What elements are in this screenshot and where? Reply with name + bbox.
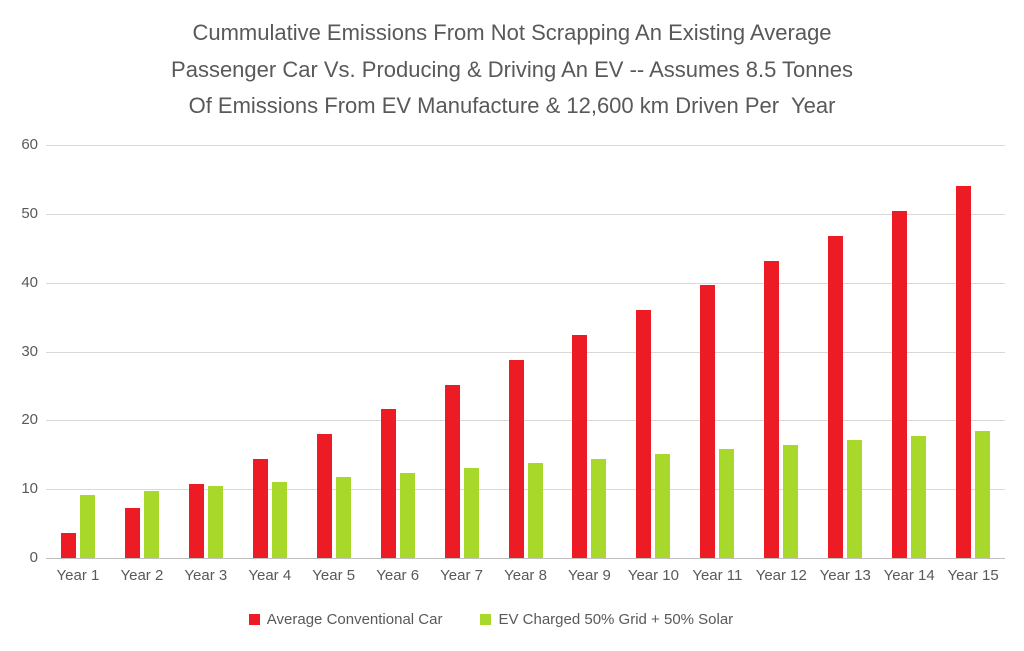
- y-tick-label-30: 30: [21, 342, 38, 360]
- bar-ev-charged-50-grid-50-solar: [79, 494, 95, 558]
- x-axis-label-year-6: Year 6: [376, 567, 420, 584]
- legend-item-conventional-car: Average Conventional Car: [248, 611, 443, 628]
- bars-region: [46, 145, 1005, 558]
- bar-group-year-5: [302, 145, 366, 558]
- bar-group-year-14: [877, 145, 941, 558]
- x-axis-label-year-7: Year 7: [440, 567, 483, 584]
- bar-average-conventional-car: [572, 334, 588, 558]
- x-axis-label-year-4: Year 4: [248, 567, 292, 584]
- bar-average-conventional-car: [444, 384, 460, 558]
- bar-average-conventional-car: [508, 359, 524, 558]
- title-line-1: Cummulative Emissions From Not Scrapping…: [192, 20, 832, 45]
- bar-ev-charged-50-grid-50-solar: [719, 449, 735, 558]
- bar-group-year-4: [238, 145, 302, 558]
- x-axis-label-year-3: Year 3: [184, 567, 228, 584]
- title-line-3: Of Emissions From EV Manufacture & 12,60…: [188, 93, 836, 118]
- x-axis-labels: Year 1 Year 2 Year 3 Year 4 Year 5 Year 6 Year…: [46, 567, 1005, 584]
- bar-group-year-13: [813, 145, 877, 558]
- gridline-30: [46, 351, 1005, 353]
- gridline-10: [46, 489, 1005, 491]
- x-axis-label-year-9: Year 9: [568, 567, 611, 584]
- bar-ev-charged-50-grid-50-solar: [335, 476, 351, 558]
- x-axis-label-year-5: Year 5: [312, 567, 356, 584]
- title-line-2: Passenger Car Vs. Producing & Driving An…: [171, 56, 853, 82]
- bar-ev-charged-50-grid-50-solar: [143, 490, 159, 558]
- bar-group-year-9: [558, 145, 622, 558]
- bar-average-conventional-car: [828, 235, 844, 558]
- bar-group-year-8: [494, 145, 558, 558]
- gridline-20: [46, 420, 1005, 422]
- y-tick-label-20: 20: [21, 411, 38, 429]
- bar-average-conventional-car: [700, 285, 716, 558]
- gridline-40: [46, 282, 1005, 284]
- bar-group-year-1: [46, 145, 110, 558]
- y-tick-label-0: 0: [29, 549, 38, 566]
- bar-group-year-15: [941, 145, 1005, 558]
- bar-group-year-10: [621, 145, 685, 558]
- x-axis-label-year-1: Year 1: [56, 567, 100, 584]
- legend-label-conventional-car: Average Conventional Car: [266, 611, 443, 628]
- bar-ev-charged-50-grid-50-solar: [527, 463, 543, 558]
- bar-group-year-6: [366, 145, 430, 558]
- gridline-50: [46, 213, 1005, 215]
- bar-ev-charged-50-grid-50-solar: [911, 436, 927, 558]
- x-axis-label-year-14: Year 14: [883, 567, 935, 584]
- bar-ev-charged-50-grid-50-solar: [463, 467, 479, 558]
- y-tick-label-40: 40: [21, 273, 38, 291]
- x-axis-label-year-8: Year 8: [504, 567, 547, 584]
- bar-group-year-12: [749, 145, 813, 558]
- bar-group-year-2: [110, 145, 174, 558]
- bar-ev-charged-50-grid-50-solar: [207, 485, 223, 558]
- bar-ev-charged-50-grid-50-solar: [847, 440, 863, 558]
- x-axis-label-year-12: Year 12: [755, 567, 807, 584]
- y-tick-label-10: 10: [21, 480, 38, 498]
- bar-average-conventional-car: [764, 260, 780, 558]
- y-tick-label-50: 50: [21, 204, 38, 222]
- bar-average-conventional-car: [316, 434, 332, 558]
- bar-ev-charged-50-grid-50-solar: [271, 481, 287, 558]
- x-axis-label-year-2: Year 2: [120, 567, 164, 584]
- bar-ev-charged-50-grid-50-solar: [975, 431, 991, 558]
- bar-average-conventional-car: [124, 508, 140, 558]
- x-axis-label-year-15: Year 15: [947, 567, 999, 584]
- bar-ev-charged-50-grid-50-solar: [783, 445, 799, 558]
- bar-average-conventional-car: [252, 458, 268, 558]
- bar-average-conventional-car: [380, 409, 396, 558]
- x-axis-label-year-10: Year 10: [627, 567, 679, 584]
- y-tick-label-60: 60: [21, 136, 38, 153]
- bar-ev-charged-50-grid-50-solar: [399, 472, 415, 558]
- bar-group-year-11: [685, 145, 749, 558]
- bar-average-conventional-car: [636, 310, 652, 558]
- x-axis-line: [46, 558, 1005, 559]
- bar-average-conventional-car: [60, 533, 76, 558]
- gridline-60: [46, 145, 1005, 146]
- chart-title: Cummulative Emissions From Not Scrapping…: [0, 15, 1024, 125]
- bar-ev-charged-50-grid-50-solar: [591, 458, 607, 558]
- legend-swatch-ev-icon: [480, 614, 492, 625]
- bar-group-year-3: [174, 145, 238, 558]
- legend-label-ev: EV Charged 50% Grid + 50% Solar: [498, 611, 734, 628]
- legend-item-ev: EV Charged 50% Grid + 50% Solar: [480, 611, 733, 628]
- x-axis-label-year-11: Year 11: [692, 567, 743, 584]
- x-axis-label-year-13: Year 13: [819, 567, 871, 584]
- bar-ev-charged-50-grid-50-solar: [655, 454, 671, 558]
- bar-average-conventional-car: [956, 186, 972, 558]
- bar-group-year-7: [430, 145, 494, 558]
- legend-swatch-conventional-car-icon: [248, 614, 260, 625]
- bar-average-conventional-car: [892, 211, 908, 558]
- legend: Average Conventional Car EV Charged 50% …: [0, 611, 1003, 628]
- bar-average-conventional-car: [188, 483, 204, 558]
